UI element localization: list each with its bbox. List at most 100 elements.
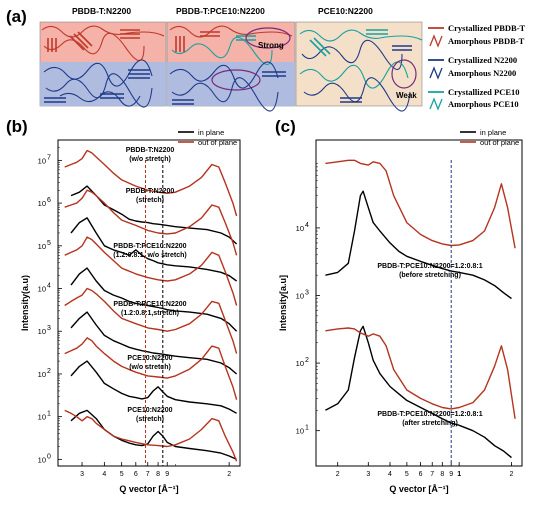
y-tick-exponent: 4 <box>305 222 309 229</box>
schematic-legend: Crystallized PBDB-T Amorphous PBDB-T Cry… <box>428 23 526 111</box>
y-tick-label: 10 <box>38 327 46 336</box>
note-weak: Weak <box>396 91 417 100</box>
x-tick-label: 7 <box>430 471 434 478</box>
x-tick-label: 4 <box>388 471 392 478</box>
sample-annotation: (before stretching) <box>399 272 461 279</box>
y-tick-exponent: 1 <box>305 425 309 432</box>
x-tick-label: 4 <box>102 471 106 478</box>
y-tick-label: 10 <box>296 292 304 301</box>
series-line-out-of-plane <box>325 159 516 249</box>
x-tick-label: 2 <box>510 471 514 478</box>
y-tick-label: 10 <box>296 224 304 233</box>
legend-cryst-pce10: Crystallized PCE10 <box>448 87 520 97</box>
sample-annotation: (1.2:0.8:1,stretch) <box>121 310 179 317</box>
sample-annotation: PCE10:N2200 <box>127 355 172 362</box>
legend-cryst-n2200: Crystallized N2200 <box>448 55 517 65</box>
legend-label: in plane <box>480 128 506 137</box>
y-tick-label: 10 <box>38 199 46 208</box>
y-tick-exponent: 1 <box>47 411 51 418</box>
series-line-in-plane <box>70 217 238 282</box>
y-tick-label: 10 <box>38 455 46 464</box>
y-axis-title: Intensity(a.u) <box>20 275 30 331</box>
note-strong: Strong <box>258 41 284 50</box>
x-tick-label: 3 <box>80 471 84 478</box>
series-line-out-of-plane <box>325 327 516 419</box>
series-line-out-of-plane <box>64 149 238 217</box>
sample-annotation: PCE10:N2200 <box>127 407 172 414</box>
x-tick-label: 2 <box>227 471 231 478</box>
x-axis-title: Q vector [Å⁻¹] <box>119 484 178 494</box>
plot-frame <box>315 139 523 467</box>
sample-annotation: (stretch) <box>136 197 164 204</box>
series-line-out-of-plane <box>64 189 238 256</box>
legend-amorph-pce10: Amorphous PCE10 <box>448 99 519 109</box>
series-line-in-plane <box>325 325 512 459</box>
x-tick-label: 3 <box>366 471 370 478</box>
schematic-title-3: PCE10:N2200 <box>318 6 373 16</box>
x-tick-label: 7 <box>146 471 150 478</box>
sample-annotation: PBDB-T:PCE10:N2200=1.2:0.8:1 <box>377 263 482 270</box>
x-tick-label: 2 <box>336 471 340 478</box>
y-tick-label: 10 <box>38 242 46 251</box>
sample-annotation: (w/o stretch) <box>129 156 171 163</box>
series-line-out-of-plane <box>64 287 238 354</box>
series-line-in-plane <box>70 360 237 414</box>
y-tick-exponent: 3 <box>305 290 309 297</box>
schematic-box-pbdbt-n2200 <box>39 21 167 108</box>
legend-amorph-n2200: Amorphous N2200 <box>448 68 516 78</box>
sample-annotation: (w/o stretch) <box>129 364 171 371</box>
y-tick-exponent: 7 <box>47 154 51 161</box>
sample-annotation: PBDB-T:N2200 <box>126 147 175 154</box>
schematic-box-ternary: Strong <box>166 21 296 112</box>
y-tick-exponent: 0 <box>47 453 51 460</box>
y-tick-label: 10 <box>296 359 304 368</box>
y-tick-label: 10 <box>38 285 46 294</box>
y-tick-exponent: 6 <box>47 197 51 204</box>
x-tick-label: 1 <box>457 471 461 478</box>
y-tick-label: 10 <box>38 156 46 165</box>
y-axis-title: Intensity[a.u] <box>278 275 288 331</box>
legend-cryst-pbdbt: Crystallized PBDB-T <box>448 23 526 33</box>
x-tick-label: 5 <box>405 471 409 478</box>
legend-amorph-pbdbt: Amorphous PBDB-T <box>448 36 525 46</box>
sample-annotation: PBDB-T:PCE10:N2200 <box>113 243 186 250</box>
plot-frame <box>57 139 241 467</box>
series-line-out-of-plane <box>64 236 238 306</box>
panel-label-a: (a) <box>6 7 27 26</box>
sample-annotation: (after stretching) <box>402 420 458 427</box>
x-tick-label: 9 <box>165 471 169 478</box>
legend-label: in plane <box>198 128 224 137</box>
series-line-in-plane <box>325 190 512 300</box>
legend-swatch-amorph-n2200 <box>429 66 443 80</box>
series-line-in-plane <box>70 409 237 461</box>
x-tick-label: 6 <box>419 471 423 478</box>
sample-annotation: PBDB-T:PCE10:N2200 <box>113 301 186 308</box>
x-tick-label: 6 <box>134 471 138 478</box>
x-tick-label: 9 <box>449 471 453 478</box>
y-tick-label: 10 <box>38 413 46 422</box>
sample-annotation: PBDB-T:PCE10:N2200=1.2:0.8:1 <box>377 411 482 418</box>
y-tick-exponent: 2 <box>305 357 309 364</box>
panel-label-b: (b) <box>6 117 28 136</box>
series-line-out-of-plane <box>64 337 238 400</box>
x-tick-label: 8 <box>156 471 160 478</box>
y-tick-exponent: 3 <box>47 325 51 332</box>
schematic-title-1: PBDB-T:N2200 <box>72 6 131 16</box>
series-line-in-plane <box>70 267 238 332</box>
legend-swatch-amorph-pbdbt <box>429 34 443 48</box>
series-line-out-of-plane <box>64 409 238 462</box>
schematic-box-pce10-n2200: Weak <box>295 21 423 112</box>
legend-label: out of plane <box>480 138 519 147</box>
sample-annotation: (stretch) <box>136 416 164 423</box>
y-tick-exponent: 5 <box>47 240 51 247</box>
sample-annotation: PBDB-T:N2200 <box>126 188 175 195</box>
x-axis-title: Q vector [Å⁻¹] <box>389 484 448 494</box>
panel-label-c: (c) <box>275 117 296 136</box>
x-tick-label: 5 <box>120 471 124 478</box>
schematic-title-2: PBDB-T:PCE10:N2200 <box>176 6 265 16</box>
